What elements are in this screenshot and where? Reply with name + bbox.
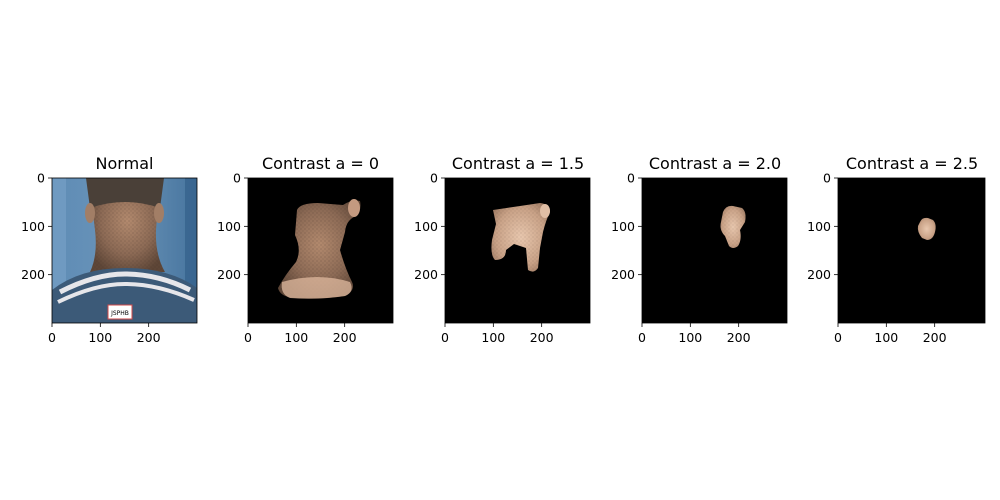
x-tick-label: 0: [441, 330, 449, 345]
panel-axes: 0 100 200 0 100 200: [611, 171, 751, 346]
panel-contrast-2-0: Contrast a = 2.0: [641, 154, 788, 324]
panel-axes: 0 100 200 0 100 200: [217, 171, 357, 346]
y-tick-label: 200: [807, 267, 831, 282]
y-tick-label: 0: [233, 171, 241, 186]
mask-background: [445, 178, 590, 323]
mask-region: [491, 203, 550, 272]
x-tick-label: 0: [834, 330, 842, 345]
photo-label: JSPHB: [110, 310, 129, 317]
panel-title: Contrast a = 2.5: [846, 154, 978, 173]
panel-axes: 0 100 200 0 100 200: [414, 171, 554, 346]
x-tick-label: 0: [48, 330, 56, 345]
mask-background: [838, 178, 985, 323]
panel-contrast-0: Contrast a = 0: [247, 154, 394, 324]
axes-layer: 0 100 200 0 100 200 0 100 200 0 100 200 0 100 200 0 100 2…: [21, 171, 947, 346]
y-tick-label: 200: [217, 267, 241, 282]
panel-title: Contrast a = 0: [262, 154, 379, 173]
y-tick-label: 100: [414, 219, 438, 234]
panel-contrast-1-5: Contrast a = 1.5: [444, 154, 591, 324]
x-tick-label: 200: [333, 330, 357, 345]
y-tick-label: 100: [807, 219, 831, 234]
y-tick-label: 200: [21, 267, 45, 282]
panel-axes: 0 100 200 0 100 200: [807, 171, 947, 346]
y-tick-label: 0: [627, 171, 635, 186]
panel-contrast-2-5: Contrast a = 2.5: [837, 154, 986, 324]
mask-background: [642, 178, 787, 323]
x-tick-label: 100: [481, 330, 505, 345]
x-tick-label: 0: [244, 330, 252, 345]
panel-title: Contrast a = 2.0: [649, 154, 781, 173]
x-tick-label: 100: [874, 330, 898, 345]
y-tick-label: 200: [414, 267, 438, 282]
y-tick-label: 0: [37, 171, 45, 186]
panel-normal: Normal JSPHB: [51, 154, 198, 324]
x-tick-label: 200: [137, 330, 161, 345]
x-tick-label: 200: [923, 330, 947, 345]
photo-image: JSPHB: [52, 178, 197, 323]
x-tick-label: 200: [530, 330, 554, 345]
panel-axes: 0 100 200 0 100 200: [21, 171, 161, 346]
y-tick-label: 100: [21, 219, 45, 234]
y-tick-label: 200: [611, 267, 635, 282]
panel-title: Contrast a = 1.5: [452, 154, 584, 173]
y-tick-label: 100: [611, 219, 635, 234]
x-tick-label: 100: [88, 330, 112, 345]
x-tick-label: 100: [284, 330, 308, 345]
y-tick-label: 100: [217, 219, 241, 234]
y-tick-label: 0: [430, 171, 438, 186]
mask-region: [720, 205, 746, 248]
x-tick-label: 100: [678, 330, 702, 345]
x-tick-label: 200: [727, 330, 751, 345]
x-tick-label: 0: [638, 330, 646, 345]
y-tick-label: 0: [823, 171, 831, 186]
mask-region: [278, 199, 361, 299]
mask-region: [917, 217, 936, 240]
panel-title: Normal: [96, 154, 154, 173]
